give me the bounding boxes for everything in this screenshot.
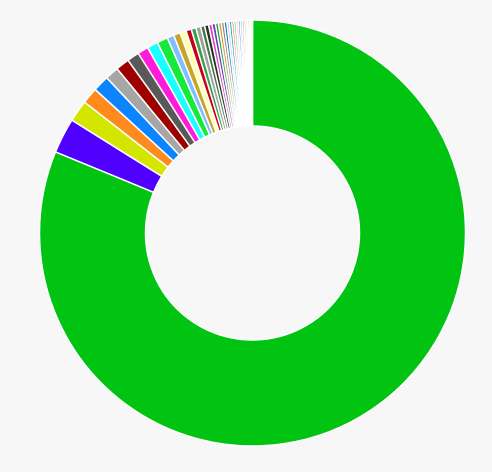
pie-slice-38	[250, 19, 254, 127]
slices-group	[38, 19, 467, 447]
pie-slice-1	[38, 19, 467, 447]
